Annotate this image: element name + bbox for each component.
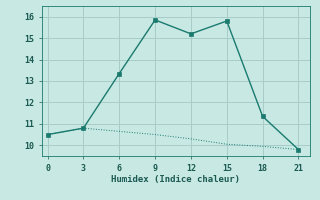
X-axis label: Humidex (Indice chaleur): Humidex (Indice chaleur) bbox=[111, 175, 241, 184]
